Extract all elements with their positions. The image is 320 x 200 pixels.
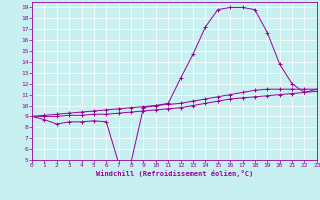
X-axis label: Windchill (Refroidissement éolien,°C): Windchill (Refroidissement éolien,°C) <box>96 170 253 177</box>
